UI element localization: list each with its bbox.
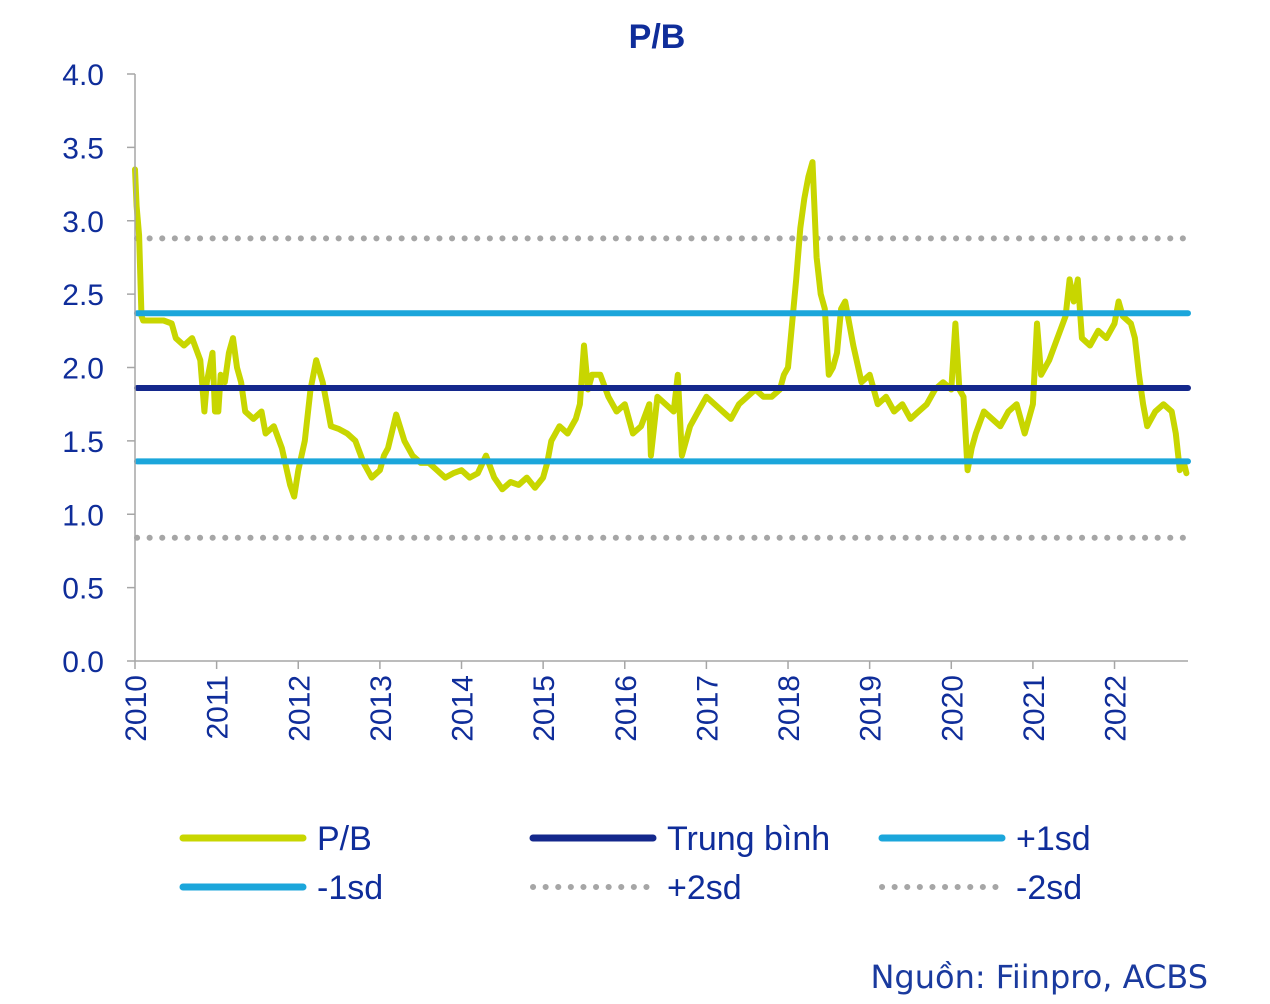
y-tick-label: 0.0 [62,646,104,679]
legend-label: P/B [317,820,372,858]
x-tick-label: 2010 [120,675,153,742]
x-tick-label: 2013 [365,675,398,742]
legend: P/B Trung bình +1sd -1sd +2sd -2sd [179,820,1091,907]
y-tick-label: 3.5 [62,132,104,165]
legend-label: +2sd [667,869,742,907]
legend-item-minus-1sd: -1sd [179,869,383,907]
y-tick-label: 3.0 [62,206,104,239]
x-tick-label: 2017 [691,675,724,742]
x-tick-label: 2022 [1100,675,1133,742]
x-tick-label: 2011 [202,675,235,740]
y-tick-label: 2.0 [62,353,104,386]
legend-label: -1sd [317,869,383,907]
y-tick-labels: 0.0 0.5 1.0 1.5 2.0 2.5 3.0 3.5 4.0 [62,59,135,679]
x-tick-label: 2020 [936,675,969,742]
y-tick-label: 1.0 [62,499,104,532]
legend-item-minus-2sd: -2sd [879,869,1082,907]
legend-item-p-b: P/B [179,820,372,858]
chart-title: P/B [629,18,686,56]
legend-item-plusminus-2sd: +2sd [530,869,742,907]
x-tick-label: 2021 [1018,675,1051,742]
legend-label: -2sd [1016,869,1082,907]
x-tick-label: 2016 [610,675,643,742]
x-tick-label: 2012 [283,675,316,742]
axes [134,74,1188,662]
series-layer [132,159,1191,500]
legend-item-trung-b-nh: Trung bình [529,820,830,858]
x-tick-label: 2015 [528,675,561,742]
x-tick-label: 2019 [855,675,888,742]
y-tick-label: 4.0 [62,59,104,92]
source-note: Nguồn: Fiinpro, ACBS [870,958,1208,996]
x-tick-labels: 2010 2011 2012 2013 2014 2015 2016 2017 2018 2019… [120,661,1133,742]
y-tick-label: 0.5 [62,573,104,606]
y-tick-label: 1.5 [62,426,104,459]
reference-lines [134,235,1191,541]
y-tick-label: 2.5 [62,279,104,312]
legend-label: +1sd [1016,820,1091,858]
legend-item-plusminus-1sd: +1sd [878,820,1091,858]
x-tick-label: 2018 [773,675,806,742]
legend-label: Trung bình [667,820,830,858]
series-line-p-b [132,159,1190,500]
x-tick-label: 2014 [447,675,480,742]
